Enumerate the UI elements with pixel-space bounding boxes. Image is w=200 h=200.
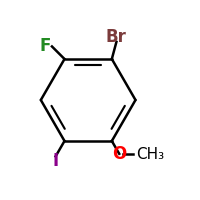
Text: CH₃: CH₃ [136, 147, 164, 162]
Text: I: I [53, 152, 59, 170]
Text: Br: Br [106, 28, 127, 46]
Text: F: F [40, 37, 51, 55]
Text: O: O [112, 145, 126, 163]
